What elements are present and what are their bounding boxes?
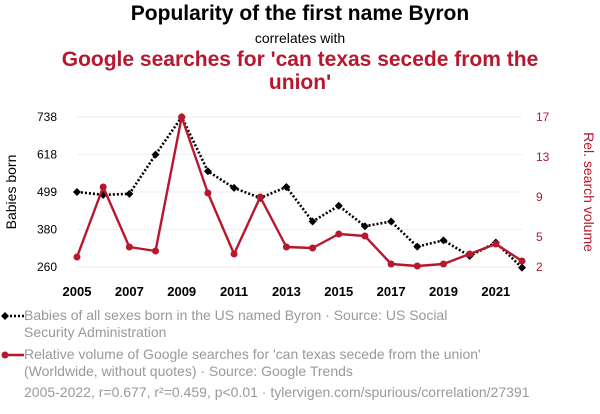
data-point-babies — [230, 183, 239, 192]
data-point-babies — [387, 217, 396, 226]
data-point-babies — [439, 236, 448, 245]
data-point-searches — [152, 247, 160, 255]
x-tick-label: 2011 — [220, 284, 248, 299]
data-point-searches — [309, 244, 317, 252]
footer-stats: 2005-2022, r=0.677, r²=0.459, p<0.01 · t… — [24, 384, 530, 400]
x-tick-label: 2013 — [272, 284, 301, 299]
data-point-babies — [334, 201, 343, 210]
data-point-searches — [282, 243, 290, 251]
right-axis: 2 5 9 13 17 — [536, 110, 550, 274]
x-tick-label: 2017 — [377, 284, 406, 299]
y-axis-label-left: Babies born — [3, 155, 19, 230]
x-tick-label: 2015 — [324, 284, 353, 299]
legend-marker-circle — [1, 351, 9, 359]
data-point-babies — [308, 217, 317, 226]
data-point-searches — [256, 193, 264, 201]
left-tick-label: 618 — [37, 148, 57, 162]
x-tick-label: 2019 — [429, 284, 458, 299]
data-point-searches — [73, 253, 81, 261]
line-chart: 260 380 499 618 738 2 5 9 13 17 2005 2007 2009 2011… — [3, 110, 597, 299]
legend-label-babies: Babies of all sexes born in the US named… — [24, 307, 448, 340]
data-point-searches — [204, 189, 212, 197]
data-point-babies — [413, 242, 422, 251]
data-point-searches — [335, 230, 343, 238]
left-tick-label: 499 — [37, 185, 57, 199]
data-point-searches — [230, 250, 238, 258]
data-point-babies — [282, 182, 291, 191]
data-point-searches — [413, 262, 421, 270]
legend-swatch-babies — [6, 314, 24, 318]
x-tick-label: 2021 — [481, 284, 510, 299]
right-tick-label: 2 — [536, 260, 543, 274]
left-tick-label: 260 — [37, 260, 57, 274]
right-tick-label: 9 — [536, 190, 543, 204]
data-point-searches — [125, 243, 133, 251]
data-point-babies — [518, 263, 526, 272]
chart-title: Popularity of the first name Byron — [130, 2, 470, 25]
data-point-babies — [360, 222, 369, 231]
data-point-searches — [99, 183, 107, 191]
x-tick-label: 2009 — [167, 284, 196, 299]
data-point-babies — [73, 188, 81, 196]
left-axis: 260 380 499 618 738 — [37, 110, 57, 274]
y-axis-label-right: Rel. search volume — [581, 132, 597, 252]
chart-subtitle: correlates with — [254, 30, 346, 46]
data-point-searches — [518, 257, 526, 265]
right-tick-label: 13 — [536, 150, 550, 164]
grid-lines — [77, 116, 522, 268]
data-point-babies — [151, 150, 160, 159]
x-axis: 2005 2007 2009 2011 2013 2015 2017 2019 2021 — [63, 284, 511, 299]
legend-marker-diamond — [1, 312, 9, 320]
x-tick-label: 2007 — [115, 284, 144, 299]
chart-title-secondary: Google searches for 'can texas secede fr… — [61, 48, 539, 94]
data-point-searches — [492, 240, 500, 248]
data-point-searches — [361, 232, 369, 240]
left-tick-label: 738 — [37, 110, 57, 124]
legend-swatch-searches — [6, 353, 24, 357]
legend-label-searches: Relative volume of Google searches for '… — [24, 346, 481, 379]
series-line-searches — [75, 115, 523, 268]
data-point-searches — [178, 113, 186, 121]
data-point-searches — [439, 260, 447, 268]
left-tick-label: 380 — [37, 222, 57, 236]
right-tick-label: 5 — [536, 230, 543, 244]
data-point-babies — [203, 167, 212, 176]
right-tick-label: 17 — [536, 110, 550, 124]
x-tick-label: 2005 — [63, 284, 92, 299]
data-point-searches — [387, 260, 395, 268]
series-layer — [73, 113, 526, 272]
data-point-searches — [466, 250, 474, 258]
data-point-babies — [125, 189, 134, 198]
